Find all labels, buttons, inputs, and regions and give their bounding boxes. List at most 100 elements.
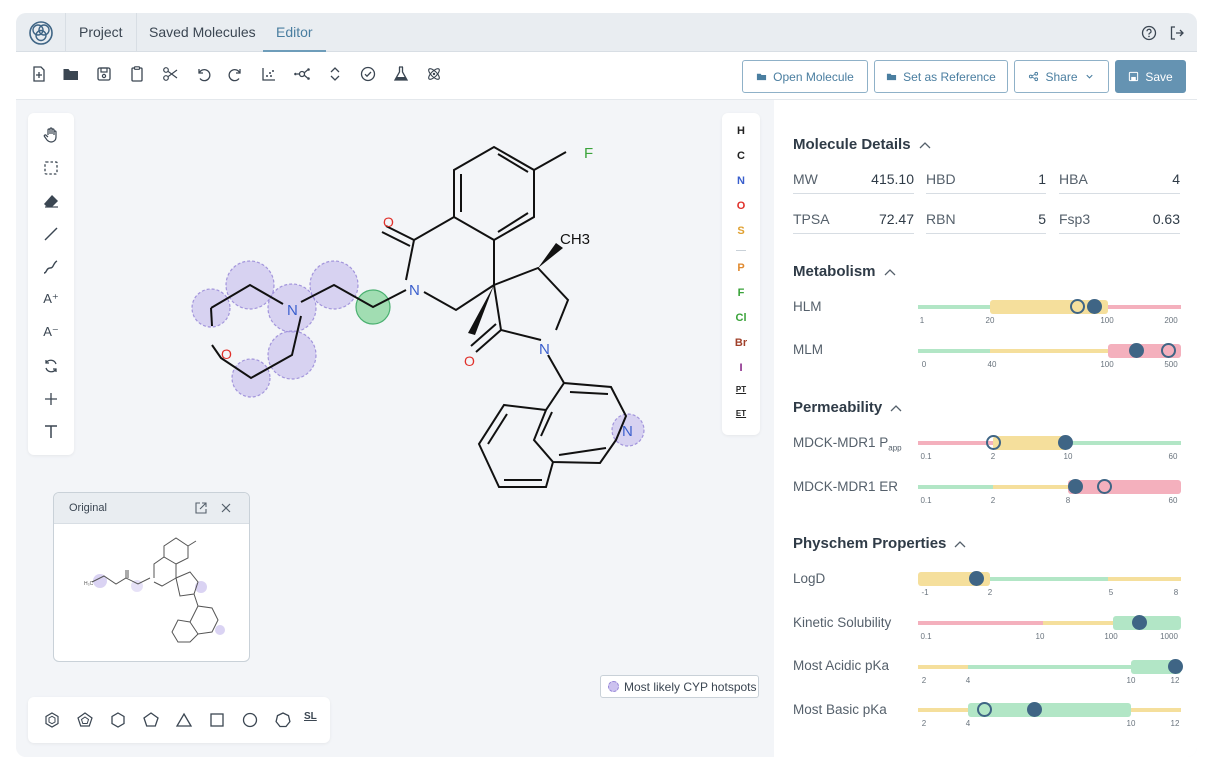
atom-icon[interactable] xyxy=(425,65,443,83)
reference-marker xyxy=(985,435,1001,450)
graph-icon[interactable] xyxy=(293,65,311,83)
chain-icon[interactable] xyxy=(42,258,60,276)
logd-range: -1 2 5 8 xyxy=(918,571,1181,597)
chart-icon[interactable] xyxy=(260,65,278,83)
atom-cl[interactable]: Cl xyxy=(735,312,747,324)
select-rect-icon[interactable] xyxy=(42,159,60,177)
rotate-icon[interactable] xyxy=(42,357,60,375)
prop-label-hlm: HLM xyxy=(793,299,822,314)
section-title: Metabolism xyxy=(793,263,876,280)
atom-br[interactable]: Br xyxy=(734,337,748,349)
eraser-icon[interactable] xyxy=(42,192,60,210)
help-icon[interactable] xyxy=(1140,24,1158,42)
most-acidic-pka-range: 2 4 10 12 xyxy=(918,659,1183,685)
molecule-details-header[interactable]: Molecule Details xyxy=(793,136,931,153)
atom-c[interactable]: C xyxy=(737,150,745,162)
tab-project[interactable]: Project xyxy=(79,24,123,40)
charge-minus-icon[interactable]: A⁻ xyxy=(43,324,59,339)
tab-saved-molecules[interactable]: Saved Molecules xyxy=(149,24,256,40)
folder-icon xyxy=(757,73,767,81)
nav-divider xyxy=(136,13,137,52)
mdck-er-range: 0.1 2 8 60 xyxy=(918,479,1181,505)
close-icon[interactable] xyxy=(219,501,233,515)
circle-icon[interactable] xyxy=(241,711,259,729)
open-molecule-button[interactable]: Open Molecule xyxy=(742,60,868,93)
top-nav: Project Saved Molecules Editor xyxy=(16,13,1197,52)
app-logo[interactable] xyxy=(16,13,66,52)
expand-icon[interactable] xyxy=(326,65,344,83)
chevron-up-icon xyxy=(890,404,902,411)
molecule-structure[interactable]: F O O O N N N N CH3 xyxy=(186,140,666,510)
atom-label-n: N xyxy=(539,341,550,358)
left-toolbar: A⁺ A⁻ xyxy=(28,113,74,455)
atom-label-o: O xyxy=(383,214,394,230)
detail-mw: MW 415.10 xyxy=(793,168,914,194)
prop-label-kinetic-solubility: Kinetic Solubility xyxy=(793,615,892,630)
new-file-icon[interactable] xyxy=(30,65,48,83)
atom-et[interactable]: ET xyxy=(735,409,747,418)
chevron-up-icon xyxy=(884,268,895,275)
share-button[interactable]: Share xyxy=(1014,60,1109,93)
plus-icon[interactable] xyxy=(42,390,60,408)
value-marker xyxy=(968,571,984,586)
atom-n[interactable]: N xyxy=(737,175,745,187)
square-icon[interactable] xyxy=(208,711,226,729)
atom-f[interactable]: F xyxy=(737,287,745,299)
atom-label-o: O xyxy=(221,346,232,362)
save-icon xyxy=(1129,71,1139,82)
detail-rbn: RBN 5 xyxy=(926,208,1046,234)
atom-h[interactable]: H xyxy=(737,125,745,137)
check-circle-icon[interactable] xyxy=(359,65,377,83)
value-marker xyxy=(1086,299,1102,314)
save-button[interactable]: Save xyxy=(1115,60,1186,93)
atom-s[interactable]: S xyxy=(737,225,745,237)
hand-icon[interactable] xyxy=(42,126,60,144)
mlm-range: 0 40 100 500 xyxy=(918,343,1181,369)
set-reference-label: Set as Reference xyxy=(903,69,996,84)
atom-p[interactable]: P xyxy=(737,262,745,274)
open-molecule-label: Open Molecule xyxy=(773,69,854,84)
save-icon[interactable] xyxy=(95,65,113,83)
text-icon[interactable] xyxy=(42,423,60,441)
cyclohexane-3d-icon[interactable] xyxy=(43,711,61,729)
prop-label-mdck-papp: MDCK-MDR1 Papp xyxy=(793,435,902,453)
original-panel-title: Original xyxy=(69,502,107,514)
kinetic-solubility-range: 0.1 10 100 1000 xyxy=(918,615,1181,641)
original-molecule-panel: Original H₃C xyxy=(53,492,250,662)
set-reference-button[interactable]: Set as Reference xyxy=(874,60,1008,93)
atom-i[interactable]: I xyxy=(739,362,743,374)
metabolism-header[interactable]: Metabolism xyxy=(793,263,896,280)
cyclopentane-3d-icon[interactable] xyxy=(76,711,94,729)
hexagon-icon[interactable] xyxy=(109,711,127,729)
atom-label-f: F xyxy=(584,145,593,162)
triangle-icon[interactable] xyxy=(175,711,193,729)
flask-icon[interactable] xyxy=(392,65,410,83)
atom-label-ch3: CH3 xyxy=(560,231,590,248)
atom-pt[interactable]: PT xyxy=(735,385,747,394)
open-folder-icon[interactable] xyxy=(62,65,80,83)
cut-icon[interactable] xyxy=(161,65,179,83)
undo-icon[interactable] xyxy=(194,65,212,83)
section-title: Molecule Details xyxy=(793,136,911,153)
sl-icon[interactable]: SL xyxy=(304,711,317,722)
atom-o[interactable]: O xyxy=(736,200,746,212)
permeability-header[interactable]: Permeability xyxy=(793,399,902,416)
drawing-canvas[interactable]: A⁺ A⁻ H C N O S P F Cl Br I PT ET xyxy=(16,100,774,757)
bond-line-icon[interactable] xyxy=(42,225,60,243)
clipboard-icon[interactable] xyxy=(128,65,146,83)
heptagon-icon[interactable] xyxy=(274,711,292,729)
original-molecule-thumbnail: H₃C xyxy=(84,537,225,643)
charge-plus-icon[interactable]: A⁺ xyxy=(43,291,59,306)
mdck-papp-range: 0.1 2 10 60 xyxy=(918,435,1181,461)
external-link-icon[interactable] xyxy=(194,501,208,515)
prop-label-most-basic-pka: Most Basic pKa xyxy=(793,702,887,717)
detail-hbd: HBD 1 xyxy=(926,168,1046,194)
palette-divider xyxy=(736,250,746,251)
pentagon-icon[interactable] xyxy=(142,711,160,729)
redo-icon[interactable] xyxy=(227,65,245,83)
logout-icon[interactable] xyxy=(1168,24,1186,42)
tab-editor[interactable]: Editor xyxy=(263,13,326,52)
hlm-range: 1 20 100 200 xyxy=(918,299,1181,325)
atom-label-n: N xyxy=(622,423,633,440)
physchem-header[interactable]: Physchem Properties xyxy=(793,535,966,552)
